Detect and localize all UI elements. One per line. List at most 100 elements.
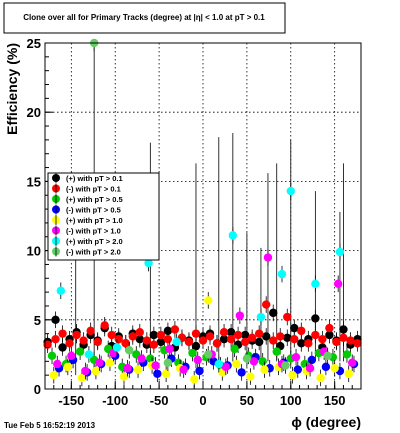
data-point [247, 333, 257, 342]
data-point [153, 369, 162, 378]
data-point [81, 366, 90, 376]
data-point [191, 329, 201, 338]
data-point [316, 373, 325, 383]
legend-label: (-) with pT > 2.0 [66, 248, 121, 257]
data-point [286, 186, 295, 196]
y-tick-label: 5 [34, 313, 41, 328]
data-point [221, 362, 231, 372]
data-point [269, 308, 278, 318]
data-point [235, 311, 245, 320]
data-point [112, 343, 122, 352]
data-point [325, 323, 334, 333]
data-point [119, 372, 129, 381]
data-point [105, 358, 115, 367]
data-point [205, 332, 215, 341]
data-point [290, 334, 299, 344]
legend-label: (+) with pT > 2.0 [66, 237, 123, 246]
data-point [258, 357, 267, 366]
x-tick-label: -100 [102, 393, 128, 408]
x-tick-label: 100 [280, 393, 302, 408]
data-point [47, 351, 57, 360]
data-point [260, 365, 269, 374]
data-point [246, 372, 255, 381]
data-point [344, 369, 353, 378]
data-point [75, 347, 85, 356]
footer-timestamp: Tue Feb 5 16:52:19 2013 [4, 421, 96, 430]
data-point [232, 359, 241, 369]
legend-box [47, 172, 160, 261]
data-point [67, 351, 76, 360]
data-point [51, 315, 60, 324]
data-point [142, 336, 152, 345]
data-point [125, 346, 134, 355]
data-point [339, 333, 348, 342]
data-point [249, 357, 259, 366]
y-tick-label: 15 [27, 174, 41, 189]
data-point [283, 312, 292, 322]
data-point [297, 326, 306, 336]
data-point [333, 279, 343, 289]
data-point [128, 332, 137, 341]
legend-label: (-) with pT > 0.5 [66, 206, 121, 215]
y-tick-label: 10 [27, 244, 41, 259]
data-point [144, 258, 153, 268]
x-axis-title: ϕ (degree) [291, 414, 361, 430]
data-point [277, 269, 287, 279]
title-box [3, 2, 286, 34]
legend-label: (+) with pT > 0.5 [66, 195, 123, 204]
data-point [342, 350, 352, 359]
legend-label: (+) with pT > 1.0 [66, 216, 123, 225]
data-point [107, 330, 116, 340]
data-point [198, 336, 208, 345]
y-tick-label: 20 [27, 105, 41, 120]
data-point [242, 354, 252, 363]
legend-label: (+) with pT > 0.1 [66, 174, 123, 183]
chart-title: Clone over all for Primary Tracks (degre… [23, 13, 265, 22]
data-point [272, 347, 281, 356]
data-point [58, 343, 67, 352]
x-tick-label: 0 [199, 393, 206, 408]
data-point [262, 332, 271, 341]
data-point [305, 364, 315, 373]
data-point [43, 340, 52, 349]
data-point [49, 370, 58, 380]
data-point [133, 365, 143, 374]
data-point [163, 334, 173, 344]
data-point [161, 369, 171, 378]
y-tick-label: 25 [27, 36, 41, 51]
data-point [214, 359, 223, 369]
data-point [53, 359, 62, 369]
data-point [100, 321, 109, 330]
data-point [262, 300, 271, 309]
data-point [121, 339, 130, 348]
data-point [346, 336, 355, 345]
data-point [184, 337, 194, 347]
data-point [195, 366, 204, 376]
data-point [307, 355, 317, 365]
data-point [283, 333, 292, 342]
data-point [149, 340, 159, 349]
data-point [204, 296, 213, 305]
data-point [304, 339, 313, 348]
data-point [95, 358, 104, 367]
data-point [188, 348, 197, 358]
data-point [240, 337, 250, 347]
data-point [151, 361, 160, 370]
data-point [311, 330, 320, 340]
data-point [190, 375, 199, 384]
data-point [293, 365, 302, 374]
data-point [65, 339, 74, 348]
data-point [219, 328, 229, 337]
data-point [204, 350, 213, 359]
data-point [172, 337, 181, 347]
data-point [84, 350, 94, 359]
x-tick-label: 50 [240, 393, 254, 408]
data-point [230, 344, 239, 354]
data-point [163, 358, 173, 367]
data-point [321, 362, 331, 372]
data-point [281, 361, 290, 370]
data-point [288, 370, 297, 380]
data-point [276, 332, 285, 341]
legend-label: (-) with pT > 1.0 [66, 227, 121, 236]
data-point [228, 231, 238, 240]
